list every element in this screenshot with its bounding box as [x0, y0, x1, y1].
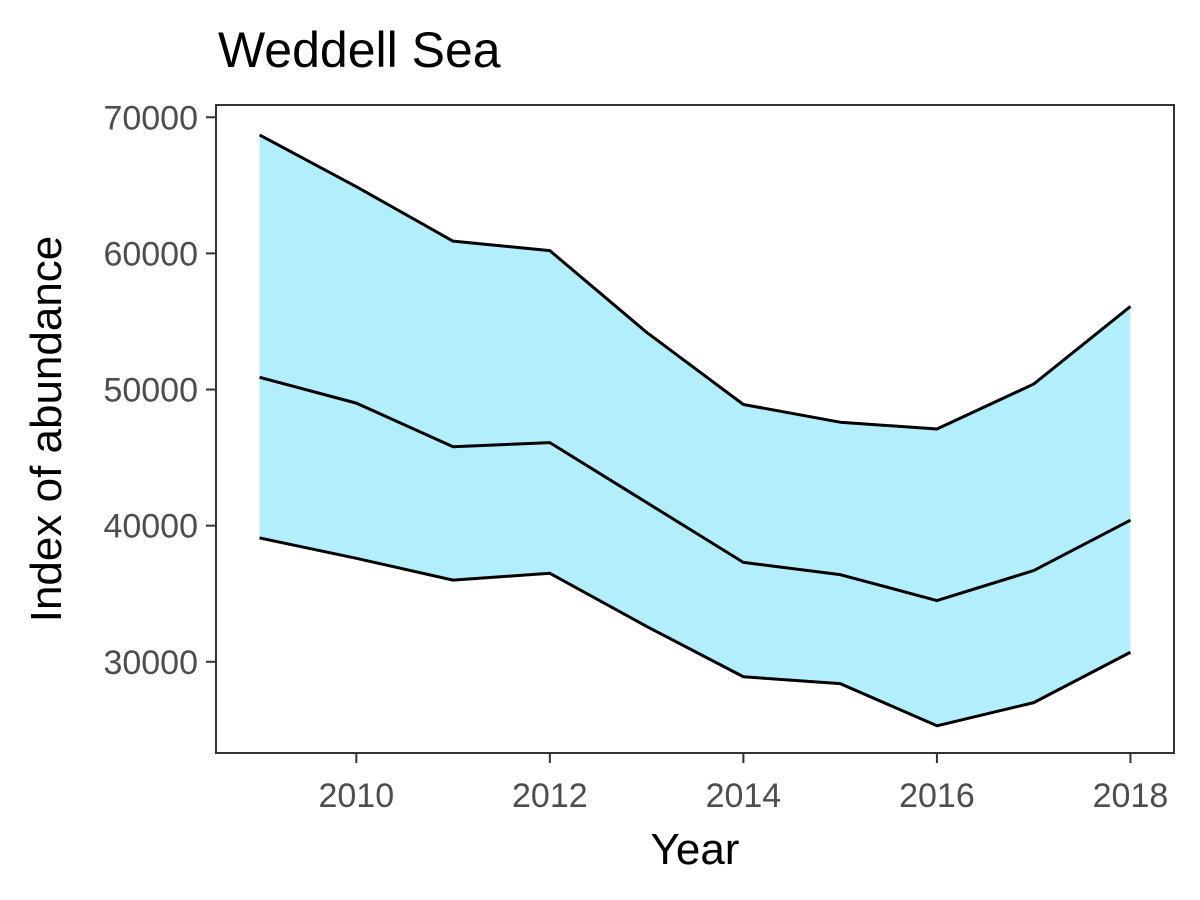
x-tick-label: 2012: [512, 777, 588, 815]
y-axis-title: Index of abundance: [22, 236, 71, 623]
estimate-line: [259, 375, 1132, 603]
upper-bound-line: [258, 133, 1132, 431]
x-tick-label: 2016: [899, 777, 975, 815]
x-tick-label: 2014: [706, 777, 782, 815]
y-tick-label: 30000: [103, 644, 198, 682]
y-tick-label: 40000: [103, 508, 198, 546]
y-tick-label: 60000: [103, 235, 198, 273]
y-tick-label: 50000: [103, 372, 198, 410]
x-axis: 2010 2012 2014 2016 2018: [318, 753, 1168, 815]
y-axis: 30000 40000 50000 60000 70000: [103, 99, 216, 682]
plot-panel: [215, 104, 1175, 754]
y-tick-label: 70000: [103, 99, 198, 137]
x-tick-label: 2018: [1093, 777, 1169, 815]
lower-bound-line: [259, 536, 1132, 728]
x-axis-title: Year: [651, 825, 740, 874]
plot-area: [258, 133, 1132, 728]
x-tick-label: 2010: [318, 777, 394, 815]
chart-title: Weddell Sea: [218, 22, 501, 78]
confidence-band: [259, 134, 1131, 726]
